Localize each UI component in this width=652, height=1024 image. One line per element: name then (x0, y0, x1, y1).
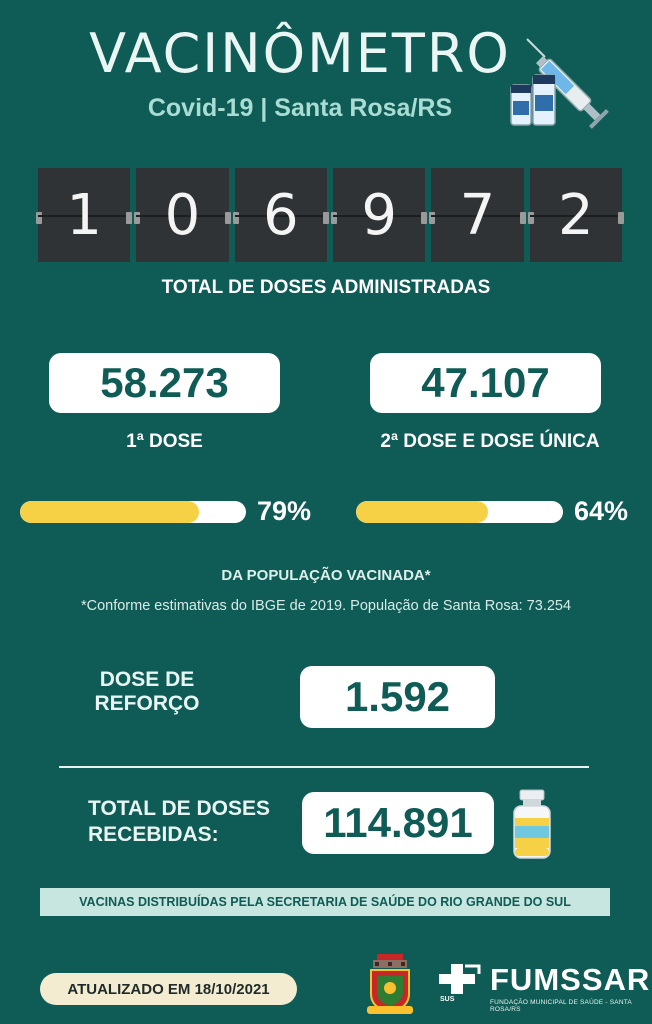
divider (59, 766, 589, 768)
first-dose-value: 58.273 (49, 353, 280, 413)
second-dose-value: 47.107 (370, 353, 601, 413)
first-dose-percent: 79% (257, 496, 312, 526)
received-label: TOTAL DE DOSES RECEBIDAS: (88, 796, 278, 848)
dose-counter: 1 0 6 9 7 2 (35, 168, 625, 262)
received-value: 114.891 (302, 792, 494, 854)
population-note: *Conforme estimativas do IBGE de 2019. P… (80, 598, 572, 614)
second-dose-percent: 64% (574, 496, 629, 526)
counter-digit: 6 (232, 168, 330, 262)
vaccine-vial-icon (513, 789, 551, 859)
second-dose-progress-fill (356, 501, 489, 523)
booster-label-line2: REFORÇO (94, 692, 200, 715)
counter-digit: 2 (527, 168, 625, 262)
received-label-line1: TOTAL DE DOSES (88, 797, 271, 820)
page-title: VACINÔMETRO (89, 22, 511, 85)
sus-label: SUS (440, 996, 455, 1003)
counter-digit: 7 (429, 168, 526, 262)
updated-badge: ATUALIZADO EM 18/10/2021 (40, 973, 297, 1005)
received-label-line2: RECEBIDAS: (88, 823, 219, 846)
fumssar-subtitle: FUNDAÇÃO MUNICIPAL DE SAÚDE - SANTA ROSA… (490, 999, 632, 1013)
booster-label-line1: DOSE DE (99, 668, 195, 691)
page-subtitle: Covid-19 | Santa Rosa/RS (147, 94, 453, 122)
population-vaccinated-label: DA POPULAÇÃO VACINADA* (221, 567, 431, 584)
booster-label: DOSE DE REFORÇO (62, 668, 232, 716)
first-dose-progress-fill (20, 501, 199, 523)
counter-digit: 1 (35, 168, 133, 262)
fumssar-logo-name: FUMSSAR (490, 962, 651, 997)
syringe-icon (510, 38, 609, 129)
second-dose-label: 2ª DOSE E DOSE ÚNICA (380, 431, 600, 452)
first-dose-progress-bar (20, 501, 246, 523)
health-cross-icon (439, 964, 481, 994)
second-dose-progress-bar (356, 501, 563, 523)
booster-value: 1.592 (300, 666, 495, 728)
distribution-banner: VACINAS DISTRIBUÍDAS PELA SECRETARIA DE … (40, 888, 610, 916)
first-dose-label: 1ª DOSE (126, 431, 203, 452)
counter-digit: 9 (330, 168, 428, 262)
total-doses-label: TOTAL DE DOSES ADMINISTRADAS (161, 277, 491, 298)
city-crest-icon (367, 954, 413, 1014)
counter-digit: 0 (134, 168, 231, 262)
